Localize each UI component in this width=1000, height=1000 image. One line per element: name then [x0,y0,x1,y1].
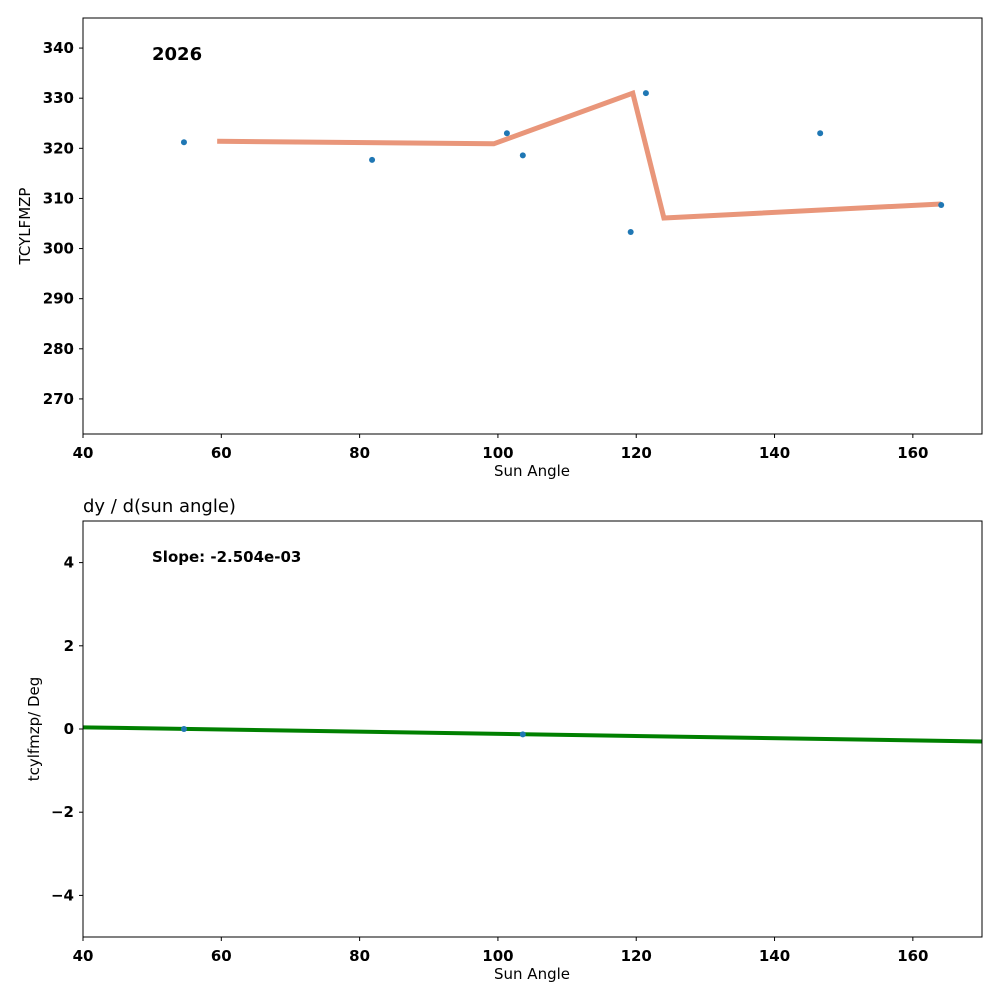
data-point [519,152,526,159]
y-tick-label: 2 [64,637,74,655]
data-point [938,201,945,208]
bottom-x-axis-label: Sun Angle [494,965,570,983]
x-tick-label: 80 [349,444,370,462]
top-y-axis-label: TCYLFMZP [16,188,34,266]
fit-line [217,89,942,221]
y-tick-label: 300 [43,240,74,258]
axes-frame [82,17,983,435]
x-tick-label: 120 [621,947,652,965]
y-tick-label: 280 [43,340,74,358]
data-point [519,731,526,738]
y-tick-label: 290 [43,290,74,308]
data-point [642,90,649,97]
data-point [369,156,376,163]
top-axes: 2026 Sun Angle TCYLFMZP 40 60 80 100 120 140 1… [16,17,983,480]
y-tick-label: 340 [43,39,74,57]
data-point [627,229,634,236]
x-tick-label: 60 [211,947,232,965]
bottom-axes: dy / d(sun angle) Slope: -2.504e-03 Sun … [25,496,983,983]
year-annotation: 2026 [152,44,202,65]
y-tick-label: 270 [43,390,74,408]
x-tick-label: 140 [759,444,790,462]
x-tick-label: 120 [621,444,652,462]
data-point [817,130,824,137]
data-point [180,139,187,146]
x-tick-label: 40 [73,444,94,462]
y-tick-label: 330 [43,89,74,107]
y-tick-label: 0 [64,720,74,738]
fit-line [82,725,983,744]
x-tick-label: 80 [349,947,370,965]
top-x-axis-label: Sun Angle [494,462,570,480]
x-tick-label: 100 [482,947,513,965]
bottom-title: dy / d(sun angle) [83,496,236,517]
x-tick-label: 40 [73,947,94,965]
y-tick-label: 320 [43,139,74,157]
x-tick-label: 140 [759,947,790,965]
data-point [503,130,510,137]
bottom-y-axis-label: tcylfmzp/ Deg [25,677,43,782]
x-tick-label: 100 [482,444,513,462]
slope-annotation: Slope: -2.504e-03 [152,548,301,566]
x-tick-label: 160 [897,444,928,462]
y-tick-label: 310 [43,189,74,207]
data-point [180,726,187,732]
x-tick-label: 60 [211,444,232,462]
y-tick-label: −4 [51,886,74,904]
y-tick-label: 4 [64,554,74,572]
y-tick-label: −2 [51,803,74,821]
x-tick-label: 160 [897,947,928,965]
